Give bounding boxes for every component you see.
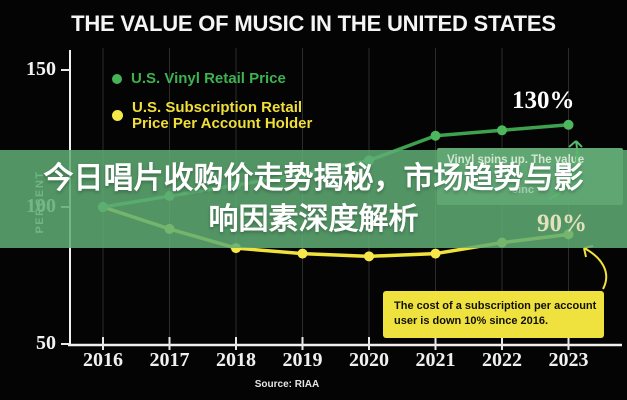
data-point <box>364 251 374 262</box>
subscription-callout-box: The cost of a subscription per account u… <box>383 291 604 338</box>
subscription-legend-label: U.S. Subscription Retail Price Per Accou… <box>132 99 313 132</box>
source-credit: Source: RIAA <box>254 379 320 390</box>
subscription-legend-dot-icon <box>112 110 123 121</box>
vinyl-legend-label: U.S. Vinyl Retail Price <box>131 70 286 87</box>
x-tick-label: 2021 <box>415 349 456 371</box>
x-tick-label: 2022 <box>482 349 522 371</box>
subscription-end-value-label: 90% <box>537 210 587 237</box>
arrowhead-icon <box>568 140 583 148</box>
chinese-headline-line2: 响因素深度解析 <box>208 203 419 236</box>
data-point <box>430 248 441 259</box>
legend-item-vinyl: U.S. Vinyl Retail Price <box>112 71 312 87</box>
vinyl-legend-dot-icon <box>112 74 122 84</box>
vinyl-info-box: Vinyl spins up. The value sinc <box>437 148 623 205</box>
callout-line1: The cost of a subscription per account <box>394 300 597 312</box>
chinese-headline: 今日唱片收购价走势揭秘，市场趋势与影 响因素深度解析 <box>0 150 627 248</box>
legend-item-subscription: U.S. Subscription Retail Price Per Accou… <box>112 100 312 132</box>
x-tick-label: 2023 <box>548 349 589 371</box>
x-tick-label: 2016 <box>83 349 123 371</box>
y-tick-label: 150 <box>26 58 56 80</box>
data-point <box>297 248 308 259</box>
x-tick-label: 2019 <box>282 349 323 371</box>
vinyl-info-text-fragment: sinc <box>512 184 535 196</box>
data-point <box>563 119 574 130</box>
x-tick-label: 2020 <box>349 349 389 371</box>
vinyl-end-value-label: 130% <box>512 87 575 114</box>
y-tick-label: 50 <box>36 332 56 354</box>
x-tick-label: 2017 <box>149 349 190 371</box>
x-tick-label: 2018 <box>216 349 256 371</box>
chinese-headline-line1: 今日唱片收购价走势揭秘，市场趋势与影 <box>43 162 584 195</box>
data-point <box>497 125 507 136</box>
callout-line2: user is down 10% since 2016. <box>394 315 549 327</box>
data-point <box>430 130 441 141</box>
chart-title: THE VALUE OF MUSIC IN THE UNITED STATES <box>71 11 556 36</box>
legend: U.S. Vinyl Retail Price U.S. Subscriptio… <box>112 71 312 145</box>
vinyl-info-text: Vinyl spins up. The value <box>447 154 585 166</box>
